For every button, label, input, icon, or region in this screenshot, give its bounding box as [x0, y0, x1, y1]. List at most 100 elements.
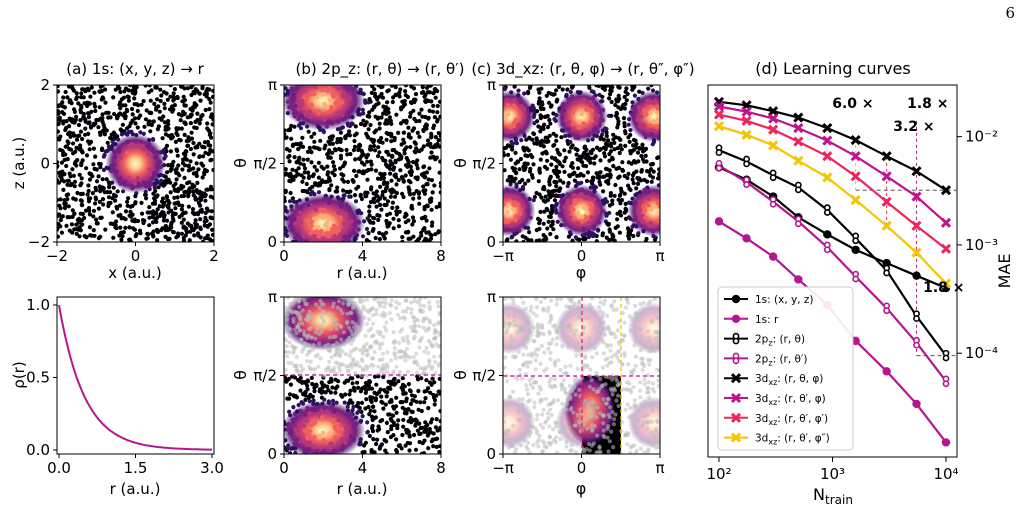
sample-point	[590, 193, 595, 198]
sample-point	[402, 151, 407, 156]
sample-point	[378, 419, 383, 424]
sample-point	[308, 428, 313, 434]
sample-point	[419, 376, 424, 381]
sample-point	[72, 119, 78, 124]
sample-point	[605, 344, 610, 349]
sample-point	[579, 193, 584, 198]
sample-point	[425, 182, 430, 187]
sample-point	[503, 297, 508, 301]
sample-point	[607, 210, 612, 216]
sample-point	[623, 206, 628, 211]
sample-point	[304, 417, 309, 422]
sample-point	[405, 369, 410, 374]
sample-point	[300, 98, 305, 103]
sample-point	[372, 350, 377, 355]
sample-point	[132, 116, 138, 121]
sample-point	[366, 127, 371, 132]
sample-point	[205, 139, 211, 145]
sample-point	[291, 316, 296, 321]
sample-point	[529, 238, 534, 242]
sample-point	[423, 188, 428, 193]
sample-point	[313, 420, 318, 426]
sample-point	[110, 210, 115, 215]
sample-point	[303, 111, 308, 116]
sample-point	[369, 162, 374, 167]
sample-point	[193, 87, 198, 92]
sample-point	[617, 319, 622, 324]
sample-point	[325, 409, 330, 414]
y-tick-label: π/2	[472, 155, 496, 173]
sample-point	[543, 194, 548, 199]
sample-point	[647, 395, 652, 400]
sample-point	[562, 169, 567, 174]
sample-point	[388, 194, 393, 199]
sample-point	[207, 132, 212, 137]
sample-point	[342, 221, 347, 226]
sample-point	[605, 426, 610, 431]
sample-point	[535, 413, 540, 418]
sample-point	[542, 297, 547, 300]
sample-point	[511, 300, 516, 306]
sample-point	[74, 91, 79, 96]
sample-point	[600, 107, 606, 112]
sample-point	[599, 338, 605, 343]
sample-point	[527, 451, 532, 454]
sample-point	[86, 88, 91, 93]
sample-point	[114, 169, 120, 174]
sample-point	[308, 423, 314, 428]
sample-point	[646, 196, 651, 201]
sample-point	[594, 415, 599, 420]
sample-point	[526, 352, 531, 357]
sample-point	[338, 139, 343, 144]
sample-point	[437, 170, 441, 175]
sample-point	[517, 197, 522, 202]
sample-point	[505, 209, 510, 214]
sample-point	[341, 193, 346, 198]
sample-point	[330, 226, 335, 232]
sample-point	[551, 427, 556, 432]
sample-point	[97, 105, 102, 110]
point-marker	[883, 269, 891, 277]
sample-point	[117, 111, 123, 116]
sample-point	[561, 108, 567, 113]
sample-point	[202, 172, 207, 177]
sample-point	[383, 108, 388, 113]
sample-point	[352, 193, 358, 198]
point-marker	[911, 191, 922, 202]
sample-point	[549, 189, 554, 194]
sample-point	[152, 183, 157, 188]
sample-point	[520, 402, 525, 407]
sample-point	[639, 314, 644, 319]
sample-point	[514, 310, 519, 315]
sample-point	[158, 87, 163, 92]
sample-point	[414, 351, 419, 356]
sample-point	[642, 382, 647, 387]
sample-point	[364, 226, 370, 232]
sample-point	[655, 201, 660, 206]
point-marker	[851, 245, 860, 255]
sample-point	[401, 137, 406, 142]
sample-point	[394, 395, 399, 400]
sample-point	[86, 139, 91, 144]
sample-point	[643, 187, 648, 192]
sample-point	[354, 173, 359, 179]
sample-point	[616, 93, 621, 98]
sample-point	[431, 103, 436, 108]
sample-point	[342, 85, 347, 90]
sample-point	[554, 342, 559, 347]
sample-point	[435, 299, 440, 305]
sample-point	[317, 341, 322, 346]
sample-point	[612, 140, 617, 145]
sample-point	[622, 320, 627, 325]
sample-point	[419, 90, 424, 95]
sample-point	[322, 146, 327, 151]
sample-point	[656, 136, 660, 141]
sample-point	[134, 133, 139, 138]
sample-point	[561, 101, 566, 107]
sample-point	[604, 126, 609, 132]
sample-point	[294, 331, 299, 336]
sample-point	[200, 86, 205, 91]
sample-point	[546, 139, 551, 144]
sample-point	[583, 398, 588, 403]
sample-point	[526, 116, 531, 121]
